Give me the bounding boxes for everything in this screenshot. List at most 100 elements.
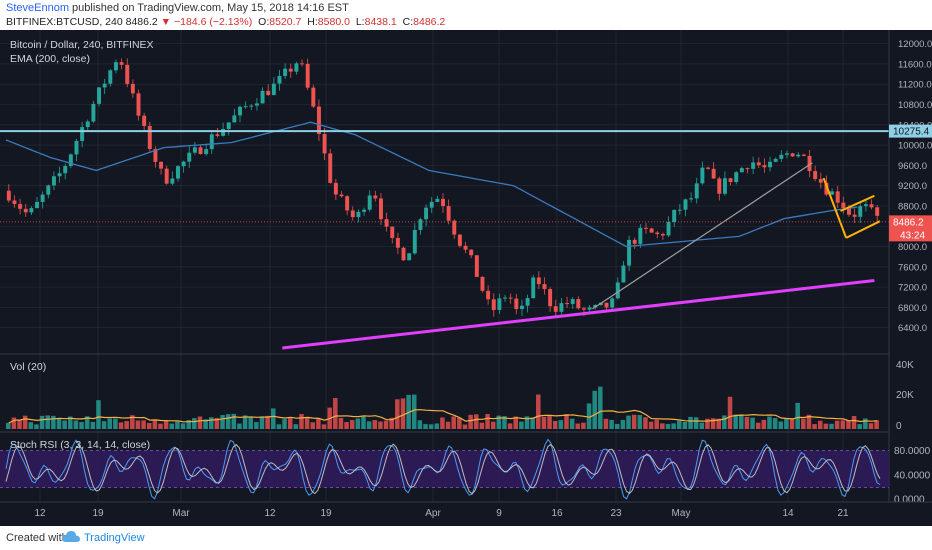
candle-body <box>407 253 412 261</box>
candle-body <box>249 105 254 107</box>
candle-body <box>362 209 367 212</box>
volume-bar <box>564 413 569 429</box>
rsi-tick-80: 80.0000 <box>894 446 931 457</box>
volume-bar <box>631 414 637 429</box>
volume-bar <box>282 419 287 429</box>
volume-bar <box>598 386 603 429</box>
time-axis[interactable]: 12 19 Mar 12 19 Apr 9 16 23 May 14 21 <box>0 501 932 519</box>
volume-bar <box>812 424 817 429</box>
candle-body <box>176 166 180 179</box>
candle-body <box>542 284 547 290</box>
tradingview-cloud-icon[interactable] <box>62 530 80 544</box>
price-tick-label: 10000.0 <box>898 141 932 152</box>
bear-flag-drawing[interactable] <box>822 177 881 239</box>
volume-bar <box>485 414 490 429</box>
volume-bar <box>101 421 107 429</box>
time-tick-label: 19 <box>320 508 332 519</box>
candle-body <box>576 299 581 309</box>
candle-body <box>311 87 316 107</box>
volume-bar <box>248 416 253 429</box>
volume-bar <box>440 417 445 429</box>
candle-body <box>215 134 220 136</box>
candle-body <box>170 178 175 184</box>
candle-body <box>80 127 85 141</box>
candle-body <box>192 147 197 153</box>
candle-body <box>508 297 513 299</box>
volume-bar <box>383 420 389 429</box>
volume-bar <box>767 416 772 429</box>
volume-bars <box>6 386 879 429</box>
volume-bar <box>6 422 11 429</box>
candle-body <box>632 239 637 244</box>
candle-body <box>514 298 519 310</box>
volume-bar <box>192 418 197 429</box>
volume-bar <box>293 424 299 429</box>
candle-body <box>18 204 23 209</box>
volume-bar <box>609 419 614 429</box>
volume-bar <box>592 390 597 429</box>
candle-body <box>300 63 305 65</box>
time-tick-label: 16 <box>551 508 563 519</box>
volume-bar <box>208 417 214 429</box>
candle-body <box>367 195 372 210</box>
price-tick-label: 12000.0 <box>898 39 932 50</box>
volume-bar <box>366 421 372 429</box>
candle-body <box>91 103 96 122</box>
candle-body <box>23 208 28 213</box>
candle-body <box>379 198 383 220</box>
volume-bar <box>130 415 135 429</box>
time-tick-label: 19 <box>92 508 104 519</box>
candle-body <box>784 153 789 155</box>
volume-bar <box>868 423 874 429</box>
candle-body <box>198 147 203 155</box>
volume-bar <box>254 422 259 429</box>
candle-body <box>74 140 79 155</box>
volume-bar <box>372 420 378 429</box>
volume-bar <box>186 419 191 429</box>
volume-bar <box>22 415 28 429</box>
volume-bar <box>547 415 552 429</box>
volume-bar <box>614 423 620 429</box>
volume-bar <box>772 418 778 429</box>
author-link[interactable]: SteveEnnom <box>6 2 69 14</box>
close-value: 8486.2 <box>413 16 446 28</box>
volume-bar <box>552 420 558 429</box>
time-tick-label: 12 <box>34 508 46 519</box>
volume-bar <box>603 418 609 429</box>
time-tick-label: 23 <box>610 508 622 519</box>
volume-bar <box>68 416 73 429</box>
candle-body <box>113 62 118 71</box>
price-pane[interactable]: Bitcoin / Dollar, 240, BITFINEX EMA (200… <box>0 39 889 350</box>
volume-bar <box>276 424 282 429</box>
volume-bar <box>141 420 146 429</box>
volume-bar <box>310 422 316 429</box>
support-trendline[interactable] <box>282 279 875 350</box>
candle-body <box>322 134 327 154</box>
volume-bar <box>654 419 659 429</box>
rising-trendline[interactable] <box>592 162 813 310</box>
tradingview-link[interactable]: TradingView <box>84 532 145 544</box>
candle-body <box>621 265 626 283</box>
volume-bar <box>344 422 349 429</box>
trading-chart[interactable]: Bitcoin / Dollar, 240, BITFINEX EMA (200… <box>0 30 932 526</box>
ema-legend: EMA (200, close) <box>10 53 90 65</box>
volume-bar <box>265 415 270 429</box>
candle-body <box>700 167 705 184</box>
candle-body <box>356 211 361 218</box>
bar-countdown-label: 43:24 <box>900 230 925 241</box>
volume-bar <box>851 415 857 429</box>
stoch-k-line <box>5 438 881 500</box>
candle-body <box>875 207 880 216</box>
price-axis[interactable]: 6400.06800.07200.07600.08000.08400.08800… <box>888 30 932 502</box>
volume-bar <box>220 415 225 429</box>
time-tick-label: 9 <box>496 508 502 519</box>
published-text: published on TradingView.com, May 15, 20… <box>72 2 349 14</box>
candle-body <box>627 239 632 266</box>
time-tick-label: Mar <box>172 508 190 519</box>
volume-bar <box>519 421 524 429</box>
flag-lower-edge <box>845 220 881 239</box>
candle-body <box>503 297 507 299</box>
price-tick-label: 6800.0 <box>898 303 927 314</box>
volume-pane[interactable]: Vol (20) 40K 20K 0 <box>0 353 914 432</box>
stoch-rsi-pane[interactable]: Stoch RSI (3, 3, 14, 14, close) 80.0000 … <box>0 431 931 505</box>
